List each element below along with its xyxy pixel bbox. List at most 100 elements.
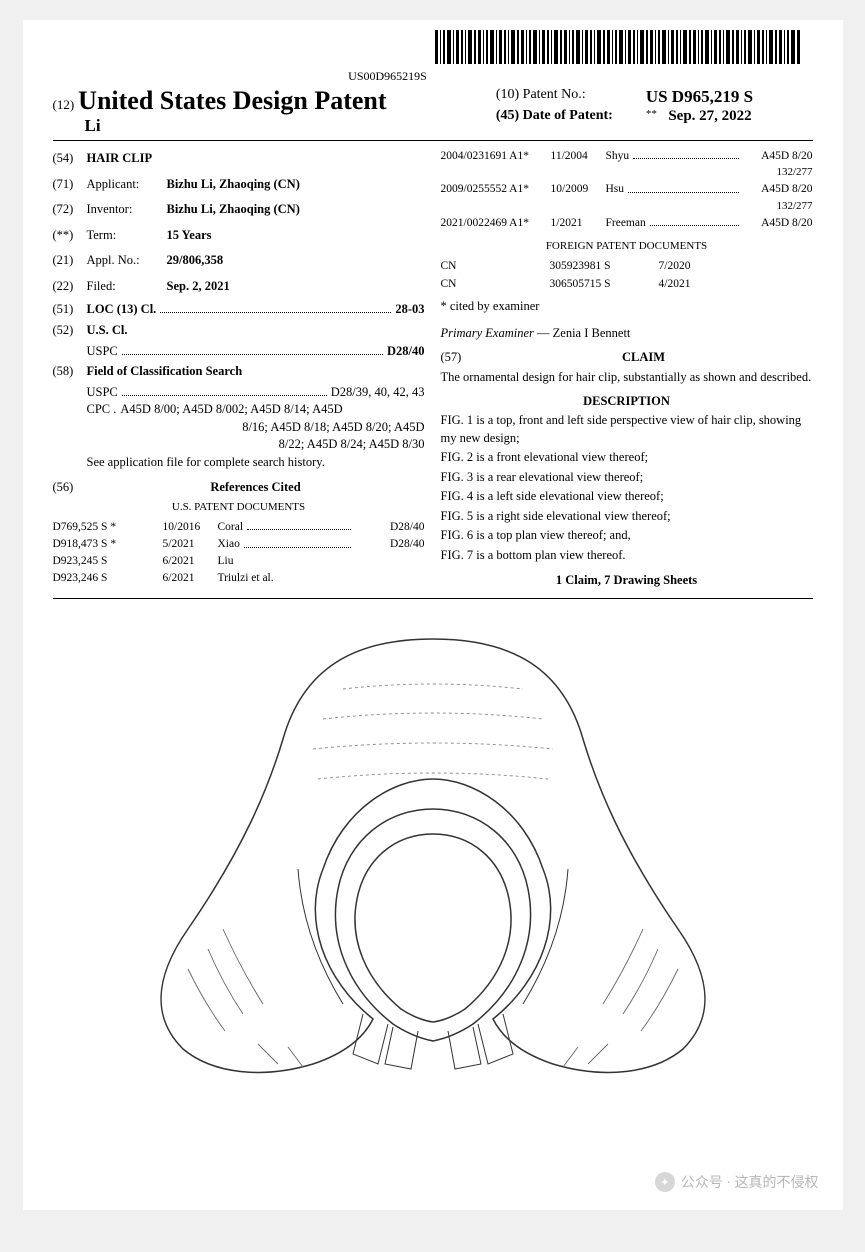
dotted-fill bbox=[160, 301, 391, 313]
barcode-text: US00D965219S bbox=[53, 69, 723, 84]
biblio-columns: (54) HAIR CLIP (71) Applicant: Bizhu Li,… bbox=[53, 147, 813, 599]
ref-name: Liu bbox=[218, 553, 234, 569]
dotted-fill bbox=[122, 384, 327, 396]
refs-sub: U.S. PATENT DOCUMENTS bbox=[53, 500, 425, 515]
f57-num: (57) bbox=[441, 349, 475, 367]
f21-num: (21) bbox=[53, 252, 87, 270]
ref-date: 11/2004 bbox=[551, 148, 606, 164]
doc-code: (12) bbox=[53, 97, 75, 112]
ref-date: 5/2021 bbox=[163, 536, 218, 552]
ref-row: D923,246 S 6/2021 Triulzi et al. bbox=[53, 570, 425, 586]
f52-uspc: USPC bbox=[87, 343, 118, 361]
f58-cpc-0: A45D 8/00; A45D 8/002; A45D 8/14; A45D bbox=[120, 401, 342, 419]
title-sub: Li bbox=[85, 116, 496, 136]
ref-subcls: 132/277 bbox=[441, 199, 813, 214]
ref-id: D923,245 S bbox=[53, 555, 108, 567]
patent-no-label: (10) Patent No.: bbox=[496, 87, 646, 107]
barcode-area: US00D965219S bbox=[53, 30, 813, 84]
patent-page: US00D965219S (12) United States Design P… bbox=[23, 20, 843, 1210]
ref-date: 6/2021 bbox=[163, 570, 218, 586]
us-refs-list: D769,525 S * 10/2016 Coral D28/40 D918,4… bbox=[53, 519, 425, 586]
dotted-fill bbox=[633, 148, 738, 159]
f58-uspc-label: USPC bbox=[87, 384, 118, 402]
ref-id: D769,525 S bbox=[53, 521, 108, 533]
ref-cls: A45D 8/20 bbox=[743, 148, 813, 164]
claim-text: The ornamental design for hair clip, sub… bbox=[441, 369, 813, 387]
left-column: (54) HAIR CLIP (71) Applicant: Bizhu Li,… bbox=[53, 147, 425, 590]
ref-name: Shyu bbox=[606, 148, 630, 164]
dotted-fill bbox=[650, 215, 739, 226]
dotted-fill bbox=[628, 181, 738, 192]
ref-date: 6/2021 bbox=[163, 553, 218, 569]
ref-cls: D28/40 bbox=[355, 519, 425, 535]
f58-cpc-1: 8/16; A45D 8/18; A45D 8/20; A45D bbox=[147, 419, 425, 437]
f54-num: (54) bbox=[53, 150, 87, 168]
f52-num: (52) bbox=[53, 322, 87, 340]
f58-num: (58) bbox=[53, 363, 87, 381]
f58-cpc-2: 8/22; A45D 8/24; A45D 8/30 bbox=[147, 436, 425, 454]
desc-line: FIG. 2 is a front elevational view there… bbox=[441, 449, 813, 467]
f51-val: 28-03 bbox=[395, 301, 424, 319]
foreign-cc: CN bbox=[441, 258, 481, 274]
date-value: Sep. 27, 2022 bbox=[668, 108, 751, 124]
ref-row: 2004/0231691 A1* 11/2004 Shyu A45D 8/20 bbox=[441, 148, 813, 164]
ref-date: 1/2021 bbox=[551, 215, 606, 231]
desc-line: FIG. 5 is a right side elevational view … bbox=[441, 508, 813, 526]
ref-date: 10/2016 bbox=[163, 519, 218, 535]
desc-line: FIG. 6 is a top plan view thereof; and, bbox=[441, 527, 813, 545]
f72-val: Bizhu Li, Zhaoqing (CN) bbox=[167, 201, 300, 219]
patent-drawing bbox=[53, 619, 813, 1094]
ref-id: 2004/0231691 A1* bbox=[441, 148, 551, 164]
ref-cls: A45D 8/20 bbox=[743, 181, 813, 197]
f21-val: 29/806,358 bbox=[167, 252, 224, 270]
f52-label: U.S. Cl. bbox=[87, 322, 128, 340]
f21-label: Appl. No.: bbox=[87, 252, 167, 270]
dotted-fill bbox=[122, 342, 383, 354]
ref-date: 10/2009 bbox=[551, 181, 606, 197]
watermark-text: 公众号 · 这真的不侵权 bbox=[681, 1172, 819, 1192]
foreign-date: 7/2020 bbox=[611, 258, 691, 274]
foreign-header: FOREIGN PATENT DOCUMENTS bbox=[441, 239, 813, 254]
ref-name: Hsu bbox=[606, 181, 625, 197]
date-prefix: ** bbox=[646, 108, 657, 120]
f56-header: References Cited bbox=[87, 479, 425, 497]
claims-footer: 1 Claim, 7 Drawing Sheets bbox=[441, 572, 813, 590]
desc-line: FIG. 3 is a rear elevational view thereo… bbox=[441, 469, 813, 487]
f72-num: (72) bbox=[53, 201, 87, 219]
ref-id: D923,246 S bbox=[53, 572, 108, 584]
f51-label: LOC (13) Cl. bbox=[87, 301, 157, 319]
f58-uspc-val: D28/39, 40, 42, 43 bbox=[331, 384, 425, 402]
right-column: 2004/0231691 A1* 11/2004 Shyu A45D 8/20 … bbox=[441, 147, 813, 590]
f22-num: (22) bbox=[53, 278, 87, 296]
dotted-fill bbox=[244, 536, 351, 547]
desc-header: DESCRIPTION bbox=[441, 393, 813, 411]
header-row: (12) United States Design Patent Li (10)… bbox=[53, 86, 813, 141]
foreign-id: 306505715 S bbox=[481, 276, 611, 292]
ref-id: 2009/0255552 A1* bbox=[441, 181, 551, 197]
f22-val: Sep. 2, 2021 bbox=[167, 278, 230, 296]
ref-row: D918,473 S * 5/2021 Xiao D28/40 bbox=[53, 536, 425, 552]
f51-num: (51) bbox=[53, 301, 87, 319]
f71-val: Bizhu Li, Zhaoqing (CN) bbox=[167, 176, 300, 194]
foreign-ref-row: CN 306505715 S 4/2021 bbox=[441, 276, 813, 292]
foreign-date: 4/2021 bbox=[611, 276, 691, 292]
continued-refs: 2004/0231691 A1* 11/2004 Shyu A45D 8/20 … bbox=[441, 148, 813, 231]
ref-name: Coral bbox=[218, 519, 244, 535]
f71-num: (71) bbox=[53, 176, 87, 194]
title-main: United States Design Patent bbox=[78, 86, 386, 115]
ref-name: Freeman bbox=[606, 215, 646, 231]
ref-cls: D28/40 bbox=[355, 536, 425, 552]
examiner-label: Primary Examiner bbox=[441, 326, 534, 340]
f58-label: Field of Classification Search bbox=[87, 363, 243, 381]
f71-label: Applicant: bbox=[87, 176, 167, 194]
examiner-value: — Zenia I Bennett bbox=[537, 326, 630, 340]
fterm-val: 15 Years bbox=[167, 227, 212, 245]
ref-row: 2009/0255552 A1* 10/2009 Hsu A45D 8/20 bbox=[441, 181, 813, 197]
ref-mark: * bbox=[110, 521, 116, 533]
claim-header: CLAIM bbox=[475, 349, 813, 367]
wechat-icon: ✦ bbox=[655, 1172, 675, 1192]
ref-subcls: 132/277 bbox=[441, 165, 813, 180]
ref-name: Xiao bbox=[218, 536, 240, 552]
dotted-fill bbox=[247, 519, 350, 530]
f22-label: Filed: bbox=[87, 278, 167, 296]
